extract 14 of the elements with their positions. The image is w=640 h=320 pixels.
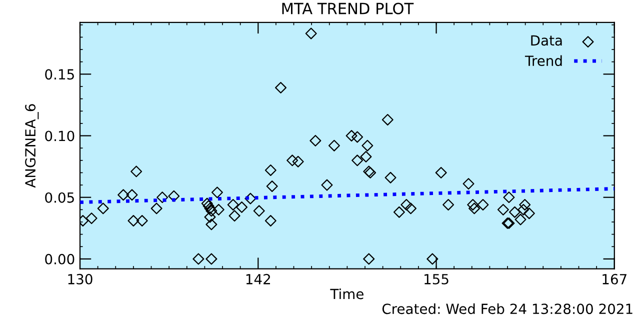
y-axis-title: ANGZNEA_6 [25,104,39,188]
y-tick-label: 0.15 [45,69,74,80]
y-tick-label: 0.00 [45,254,74,264]
x-tick-label: 167 [602,274,626,284]
chart-title: MTA TREND PLOT [282,2,414,14]
x-tick-label: 130 [68,274,92,284]
x-tick-label: 155 [424,274,448,284]
y-tick-label: 0.05 [45,192,74,203]
x-axis-title: Time [330,288,364,300]
y-tick-label: 0.10 [45,130,74,142]
legend-label: Data [531,35,562,46]
x-tick-label: 142 [246,274,270,284]
legend-label: Trend [524,55,562,66]
text: Created: Wed Feb 24 13:28:00 2021 [382,303,632,314]
